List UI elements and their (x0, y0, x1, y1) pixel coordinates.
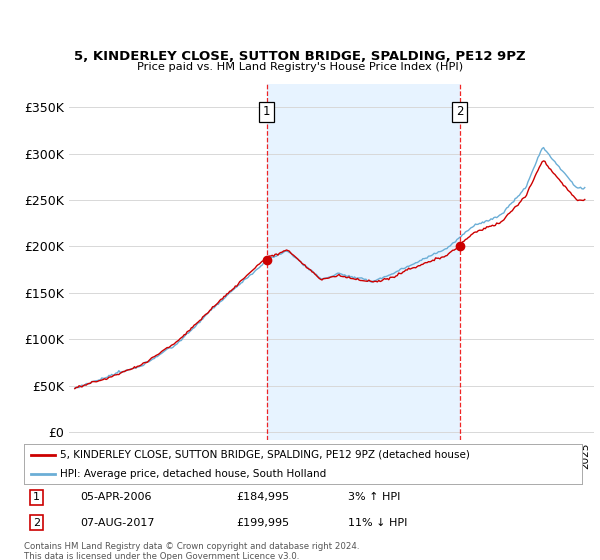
Text: HPI: Average price, detached house, South Holland: HPI: Average price, detached house, Sout… (60, 469, 326, 479)
Text: 3% ↑ HPI: 3% ↑ HPI (347, 492, 400, 502)
Text: 5, KINDERLEY CLOSE, SUTTON BRIDGE, SPALDING, PE12 9PZ (detached house): 5, KINDERLEY CLOSE, SUTTON BRIDGE, SPALD… (60, 450, 470, 460)
Text: 11% ↓ HPI: 11% ↓ HPI (347, 517, 407, 528)
Text: 1: 1 (263, 105, 271, 118)
Text: 2: 2 (456, 105, 464, 118)
Text: £184,995: £184,995 (236, 492, 289, 502)
Text: 07-AUG-2017: 07-AUG-2017 (80, 517, 154, 528)
Text: Price paid vs. HM Land Registry's House Price Index (HPI): Price paid vs. HM Land Registry's House … (137, 62, 463, 72)
Text: £199,995: £199,995 (236, 517, 289, 528)
Text: 2: 2 (33, 517, 40, 528)
Text: 05-APR-2006: 05-APR-2006 (80, 492, 151, 502)
Text: Contains HM Land Registry data © Crown copyright and database right 2024.
This d: Contains HM Land Registry data © Crown c… (24, 542, 359, 560)
Text: 1: 1 (33, 492, 40, 502)
Text: 5, KINDERLEY CLOSE, SUTTON BRIDGE, SPALDING, PE12 9PZ: 5, KINDERLEY CLOSE, SUTTON BRIDGE, SPALD… (74, 49, 526, 63)
Bar (266, 84, 460, 440)
